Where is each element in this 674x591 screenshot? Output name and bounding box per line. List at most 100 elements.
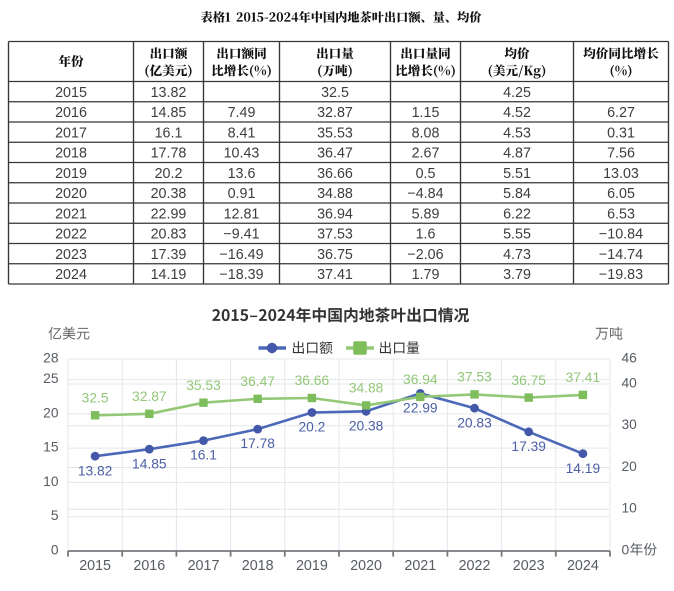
svg-text:32.87: 32.87 <box>132 389 167 404</box>
svg-text:2023: 2023 <box>55 247 87 263</box>
svg-text:3.79: 3.79 <box>503 267 531 283</box>
svg-text:2024: 2024 <box>567 558 599 574</box>
svg-text:2018: 2018 <box>242 558 274 574</box>
svg-text:0: 0 <box>51 542 59 557</box>
svg-text:−10.84: −10.84 <box>599 227 643 243</box>
svg-text:2020: 2020 <box>350 558 382 574</box>
svg-text:32.5: 32.5 <box>82 391 109 406</box>
svg-text:14.19: 14.19 <box>151 267 187 283</box>
svg-text:34.88: 34.88 <box>317 186 353 202</box>
svg-text:20.2: 20.2 <box>298 420 325 435</box>
svg-text:32.5: 32.5 <box>321 85 349 101</box>
svg-text:2015: 2015 <box>79 558 111 574</box>
svg-text:−14.74: −14.74 <box>599 247 643 263</box>
svg-text:10: 10 <box>622 501 638 516</box>
svg-text:22.99: 22.99 <box>403 401 438 416</box>
svg-text:−9.41: −9.41 <box>223 227 259 243</box>
svg-text:17.39: 17.39 <box>151 247 187 263</box>
svg-text:−2.06: −2.06 <box>407 247 443 263</box>
svg-text:4.73: 4.73 <box>503 247 531 263</box>
svg-text:2016: 2016 <box>133 558 165 574</box>
svg-text:14.85: 14.85 <box>132 456 167 471</box>
svg-text:4.25: 4.25 <box>503 85 531 101</box>
svg-text:17.78: 17.78 <box>151 146 187 162</box>
svg-text:13.03: 13.03 <box>603 166 639 182</box>
svg-text:40: 40 <box>622 375 638 390</box>
svg-text:2022: 2022 <box>55 227 87 243</box>
svg-text:2017: 2017 <box>55 125 87 141</box>
svg-text:−4.84: −4.84 <box>407 186 443 202</box>
svg-text:35.53: 35.53 <box>186 378 221 393</box>
svg-text:8.41: 8.41 <box>228 125 256 141</box>
svg-text:22.99: 22.99 <box>151 206 187 222</box>
svg-text:10.43: 10.43 <box>224 146 260 162</box>
svg-text:16.1: 16.1 <box>190 448 217 463</box>
svg-text:5.89: 5.89 <box>412 206 440 222</box>
svg-text:36.75: 36.75 <box>317 247 353 263</box>
svg-text:17.78: 17.78 <box>240 436 275 451</box>
svg-text:4.87: 4.87 <box>503 146 531 162</box>
svg-text:−19.83: −19.83 <box>599 267 643 283</box>
svg-text:37.41: 37.41 <box>317 267 353 283</box>
svg-text:2022: 2022 <box>459 558 491 574</box>
svg-text:10: 10 <box>43 474 59 489</box>
svg-text:20.83: 20.83 <box>151 227 187 243</box>
svg-text:20.83: 20.83 <box>457 415 492 430</box>
svg-text:2024: 2024 <box>55 267 87 283</box>
svg-text:0.31: 0.31 <box>607 125 635 141</box>
svg-text:14.19: 14.19 <box>566 461 601 476</box>
svg-text:5.51: 5.51 <box>503 166 531 182</box>
svg-text:6.22: 6.22 <box>503 206 531 222</box>
svg-text:1.79: 1.79 <box>412 267 440 283</box>
svg-text:1.6: 1.6 <box>416 227 436 243</box>
svg-text:37.53: 37.53 <box>457 370 492 385</box>
svg-text:2018: 2018 <box>55 146 87 162</box>
svg-text:2021: 2021 <box>404 558 436 574</box>
svg-text:35.53: 35.53 <box>317 125 353 141</box>
svg-text:−16.49: −16.49 <box>219 247 263 263</box>
svg-text:6.53: 6.53 <box>607 206 635 222</box>
svg-text:8.08: 8.08 <box>412 125 440 141</box>
svg-text:25: 25 <box>43 371 59 386</box>
svg-text:0.5: 0.5 <box>416 166 436 182</box>
svg-text:6.27: 6.27 <box>607 105 635 121</box>
svg-text:2019: 2019 <box>55 166 87 182</box>
svg-text:30: 30 <box>622 417 638 432</box>
svg-text:0.91: 0.91 <box>228 186 256 202</box>
svg-text:2023: 2023 <box>513 558 545 574</box>
svg-text:20: 20 <box>622 459 638 474</box>
svg-text:36.94: 36.94 <box>403 372 438 387</box>
svg-text:2.67: 2.67 <box>412 146 440 162</box>
svg-text:32.87: 32.87 <box>317 105 353 121</box>
svg-text:2016: 2016 <box>55 105 87 121</box>
svg-text:20: 20 <box>43 405 59 420</box>
svg-text:16.1: 16.1 <box>155 125 183 141</box>
svg-text:6.05: 6.05 <box>607 186 635 202</box>
svg-text:1.15: 1.15 <box>412 105 440 121</box>
svg-text:28: 28 <box>43 350 59 365</box>
svg-text:4.52: 4.52 <box>503 105 531 121</box>
svg-text:5.84: 5.84 <box>503 186 531 202</box>
svg-text:2019: 2019 <box>296 558 328 574</box>
svg-text:17.39: 17.39 <box>511 439 546 454</box>
svg-text:36.66: 36.66 <box>295 373 330 388</box>
svg-text:37.41: 37.41 <box>566 370 601 385</box>
svg-text:0: 0 <box>622 542 630 557</box>
svg-text:5.55: 5.55 <box>503 227 531 243</box>
svg-text:7.49: 7.49 <box>228 105 256 121</box>
svg-text:37.53: 37.53 <box>317 227 353 243</box>
svg-text:12.81: 12.81 <box>224 206 260 222</box>
svg-text:13.82: 13.82 <box>78 463 113 478</box>
svg-text:20.38: 20.38 <box>151 186 187 202</box>
svg-text:14.85: 14.85 <box>151 105 187 121</box>
svg-text:36.94: 36.94 <box>317 206 353 222</box>
svg-text:4.53: 4.53 <box>503 125 531 141</box>
svg-text:36.66: 36.66 <box>317 166 353 182</box>
svg-text:34.88: 34.88 <box>349 381 384 396</box>
svg-text:2015: 2015 <box>55 85 87 101</box>
svg-text:−18.39: −18.39 <box>219 267 263 283</box>
svg-text:13.6: 13.6 <box>228 166 256 182</box>
svg-text:5: 5 <box>51 508 59 523</box>
svg-text:36.47: 36.47 <box>317 146 353 162</box>
svg-text:46: 46 <box>622 350 638 365</box>
